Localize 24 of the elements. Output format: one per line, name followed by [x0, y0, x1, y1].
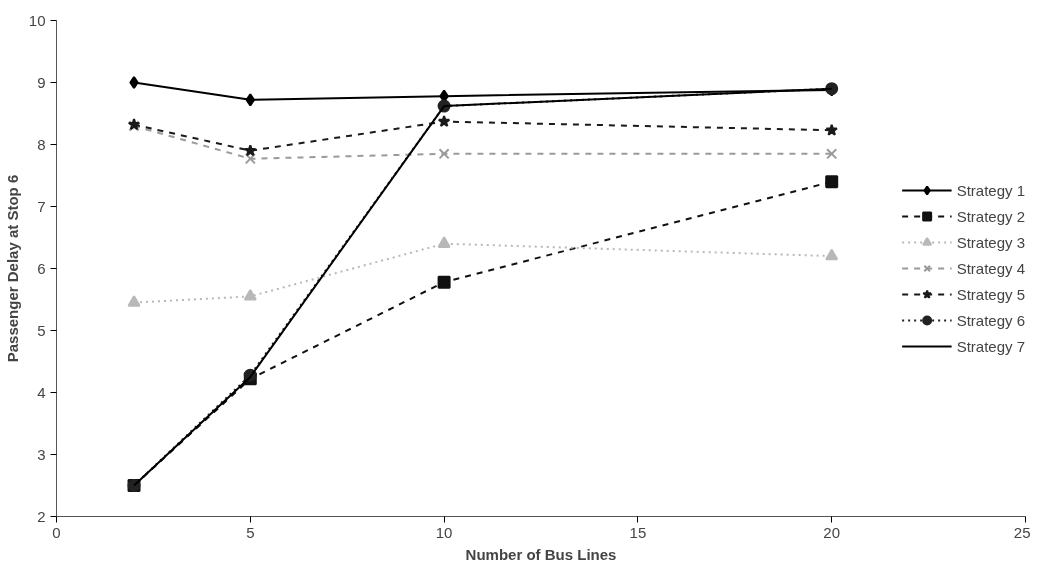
y-tick-label: 4	[37, 383, 46, 401]
x-tick-label: 10	[435, 523, 453, 541]
y-tick-label: 5	[37, 321, 46, 339]
legend-label: Strategy 7	[956, 337, 1025, 355]
x-tick-label: 0	[52, 523, 61, 541]
legend-label: Strategy 1	[956, 181, 1025, 199]
legend-label: Strategy 3	[956, 233, 1025, 251]
y-tick-label: 2	[37, 507, 46, 525]
x-axis-title: Number of Bus Lines	[465, 545, 617, 563]
x-tick-label: 25	[1013, 523, 1031, 541]
y-axis-title: Passenger Delay at Stop 6	[3, 174, 21, 363]
x-tick-label: 20	[823, 523, 841, 541]
y-tick-label: 8	[37, 135, 46, 153]
y-tick-label: 7	[37, 197, 46, 215]
x-tick-label: 5	[246, 523, 255, 541]
y-tick-label: 6	[37, 259, 46, 277]
legend-label: Strategy 5	[956, 285, 1025, 303]
y-tick-label: 9	[37, 73, 46, 91]
y-tick-label: 10	[28, 11, 46, 29]
y-tick-label: 3	[37, 445, 46, 463]
legend-label: Strategy 4	[956, 259, 1025, 277]
legend-label: Strategy 2	[956, 207, 1025, 225]
x-tick-label: 15	[629, 523, 647, 541]
legend-label: Strategy 6	[956, 311, 1025, 329]
